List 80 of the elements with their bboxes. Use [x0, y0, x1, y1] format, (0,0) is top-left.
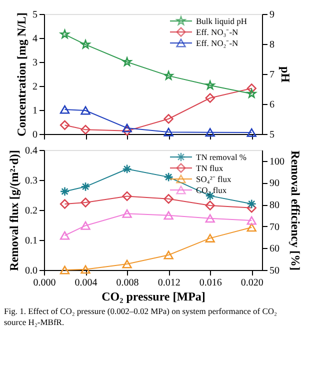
point: [60, 231, 70, 240]
point: [164, 194, 174, 204]
y-tick-label: 0: [32, 130, 38, 140]
y-tick-label: 5: [32, 10, 38, 20]
x-tick-label: 0.008: [116, 278, 139, 288]
point: [205, 128, 215, 137]
point: [60, 266, 70, 274]
point: [80, 182, 90, 192]
y-axis-title: Concentration [mg N/L]: [14, 12, 28, 136]
y2-tick-label: 9: [270, 10, 274, 20]
x-tick-label: 0.016: [199, 278, 222, 288]
point: [164, 172, 174, 182]
y-tick-label: 4: [32, 34, 38, 44]
point: [205, 200, 215, 210]
legend-label: TN removal %: [196, 152, 247, 162]
point: [164, 211, 174, 220]
y2-tick-label: 60: [270, 244, 280, 255]
point: [205, 80, 215, 90]
point: [246, 223, 256, 232]
point: [80, 265, 90, 274]
point: [80, 106, 90, 115]
x-tick-label: 0.020: [240, 278, 264, 288]
y2-tick-label: 5: [270, 130, 274, 140]
y2-tick-label: 50: [270, 266, 280, 276]
y-tick-label: 3: [32, 58, 38, 68]
point: [60, 120, 70, 130]
point: [122, 124, 132, 132]
point: [122, 164, 132, 174]
y-tick-label: 0.3: [25, 176, 38, 186]
point: [122, 260, 132, 268]
point: [80, 198, 90, 208]
point: [60, 186, 70, 196]
y-tick-label: 0.0: [25, 266, 38, 276]
y-tick-label: 0.1: [25, 236, 38, 246]
y2-axis-title: pH: [278, 66, 292, 84]
point: [164, 128, 174, 136]
y2-tick-label: 70: [270, 222, 280, 233]
y-tick-label: 2: [32, 82, 38, 92]
point: [60, 105, 70, 114]
point: [246, 84, 256, 94]
point: [246, 128, 256, 137]
y-tick-label: 1: [32, 106, 38, 116]
y2-tick-label: 8: [270, 40, 274, 50]
point: [246, 88, 256, 98]
point: [80, 221, 90, 230]
y2-tick-label: 100: [270, 156, 284, 168]
point: [164, 250, 174, 260]
y2-tick-label: 7: [270, 70, 274, 80]
point: [80, 124, 90, 135]
point: [246, 216, 256, 225]
point: [122, 209, 132, 218]
legend-label: TN flux: [196, 163, 224, 173]
point: [122, 57, 132, 66]
x-tick-label: 0.000: [33, 278, 56, 288]
y-tick-label: 0.4: [25, 146, 38, 156]
point: [60, 199, 70, 209]
y2-tick-label: 6: [270, 100, 274, 110]
caption: Fig. 1. Effect of CO₂ pressure (0.002–0.02 MPa) on system performance of CO₂ source H₂-MBfR.: [4, 306, 278, 327]
point: [164, 70, 174, 80]
legend-label: CO₂ flux: [196, 185, 228, 195]
point: [205, 93, 215, 103]
x-axis-title: CO₂ pressure [MPa]: [102, 290, 206, 304]
y-tick-label: 0.2: [25, 206, 38, 216]
y-axis-title: Removal flux [g/(m²·d)]: [7, 150, 21, 271]
legend-label: SO₄²⁻ flux: [196, 174, 232, 184]
point: [205, 214, 215, 223]
legend-label: Eff. NO₂⁻-N: [196, 38, 238, 48]
point: [164, 114, 174, 124]
legend-label: Bulk liquid pH: [196, 16, 248, 26]
point: [122, 126, 132, 136]
x-tick-label: 0.012: [158, 278, 180, 288]
y2-tick-label: 90: [270, 178, 280, 190]
legend-label: Eff. NO₃⁻-N: [196, 27, 238, 37]
x-tick-label: 0.004: [74, 278, 98, 288]
y2-tick-label: 80: [270, 200, 280, 212]
point: [80, 40, 90, 49]
point: [205, 234, 215, 242]
y2-axis-title: Removal efficiency [%]: [288, 150, 302, 270]
point: [122, 191, 132, 202]
point: [246, 199, 256, 209]
